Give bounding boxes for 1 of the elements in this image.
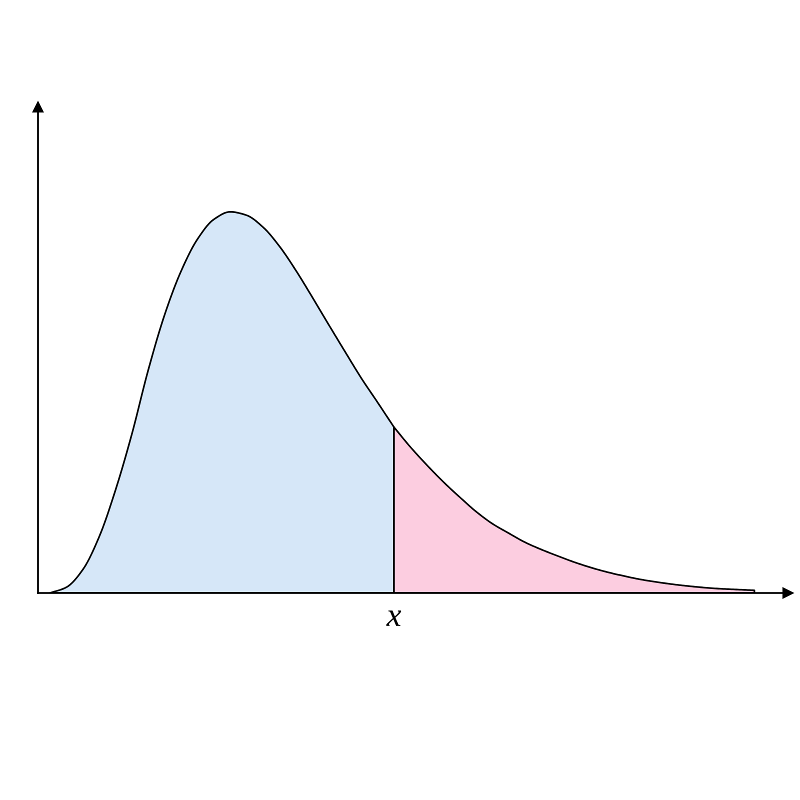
text: x <box>386 610 402 626</box>
